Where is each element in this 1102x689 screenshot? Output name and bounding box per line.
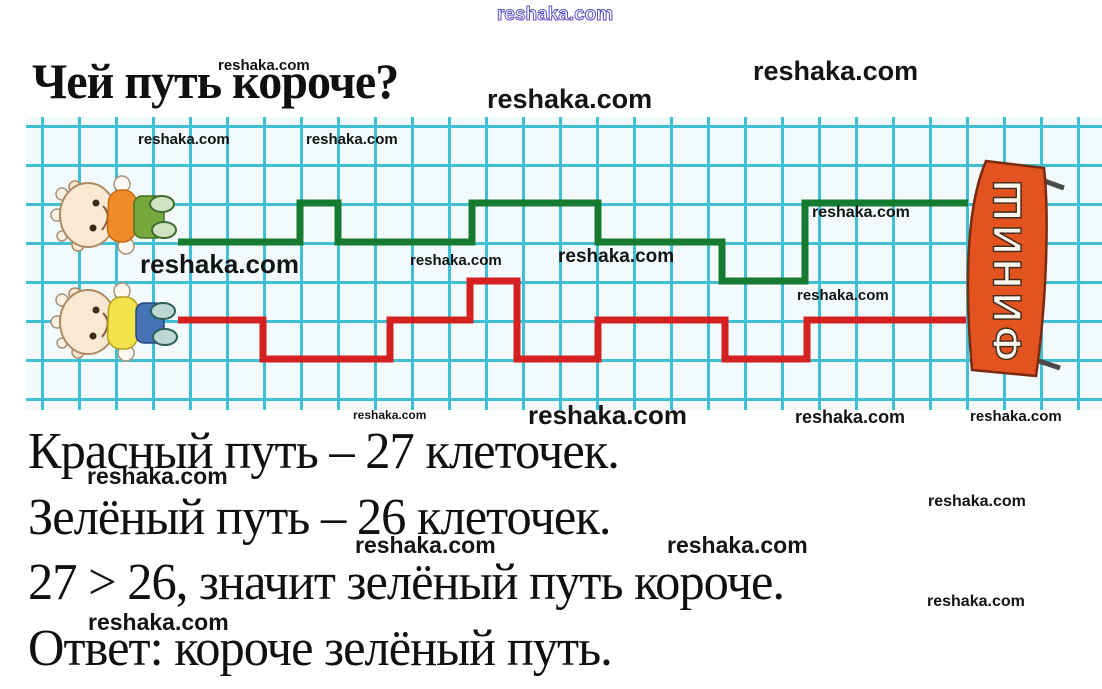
banner-ribbon	[966, 159, 1048, 378]
answer-line-red-count: Красный путь – 27 клеточек.	[28, 423, 620, 480]
answer-line-comparison: 27 > 26, значит зелёный путь короче.	[28, 554, 785, 611]
red-runner-kid	[50, 282, 178, 362]
green-path	[178, 199, 968, 285]
grid-paper	[26, 117, 1102, 410]
green-runner-kid	[50, 175, 177, 255]
finish-banner: ФИНИШ	[966, 159, 1065, 378]
answer-line-final: Ответ: короче зелёный путь.	[28, 620, 613, 677]
page-title: Чей путь короче?	[32, 53, 399, 109]
answer-line-green-count: Зелёный путь – 26 клеточек.	[28, 489, 611, 546]
red-path	[178, 277, 966, 363]
finish-banner-label: ФИНИШ	[986, 175, 1030, 361]
